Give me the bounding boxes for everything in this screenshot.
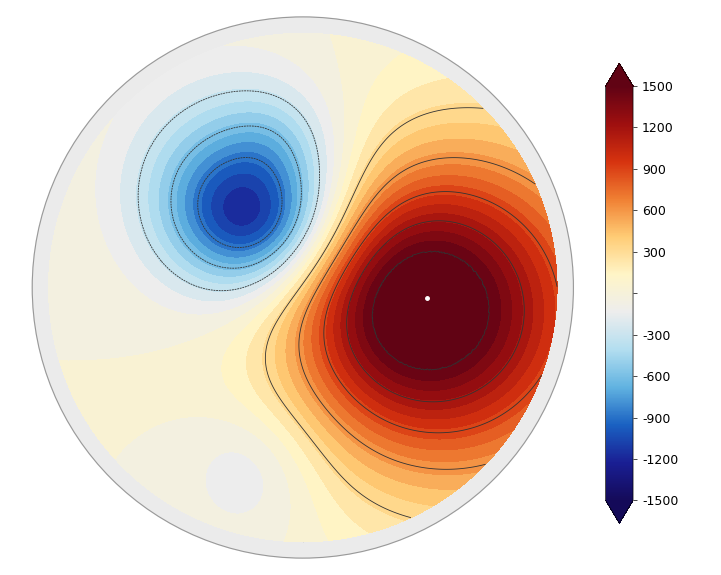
Point [297,283,309,292]
Point [297,283,309,292]
Point [297,283,309,292]
Point [297,283,309,292]
Point [297,283,309,292]
Point [297,283,309,292]
Point [297,283,309,292]
Point [297,283,309,292]
Point [297,283,309,292]
Point [297,283,309,292]
Point [297,283,309,292]
Point [297,283,309,292]
Point [297,283,309,292]
Point [297,283,309,292]
Point [297,283,309,292]
Point [297,283,309,292]
Point [297,283,309,292]
PathPatch shape [606,500,633,523]
Point [297,283,309,292]
Point [297,283,309,292]
Circle shape [32,17,573,558]
Point [297,283,309,292]
Point [297,283,309,292]
Point [297,283,309,292]
Point [297,283,309,292]
Point [297,283,309,292]
Point [297,283,309,292]
Point [297,283,309,292]
Point [297,283,309,292]
Point [297,283,309,292]
Point [297,283,309,292]
Point [297,283,309,292]
Point [297,283,309,292]
Point [297,283,309,292]
Point [297,283,309,292]
Point [297,283,309,292]
Point [297,283,309,292]
Point [297,283,309,292]
Point [297,283,309,292]
Point [297,283,309,292]
PathPatch shape [606,63,633,86]
Point [297,283,309,292]
Point [297,283,309,292]
Point [297,283,309,292]
Point [297,283,309,292]
Point [297,283,309,292]
Point [297,283,309,292]
